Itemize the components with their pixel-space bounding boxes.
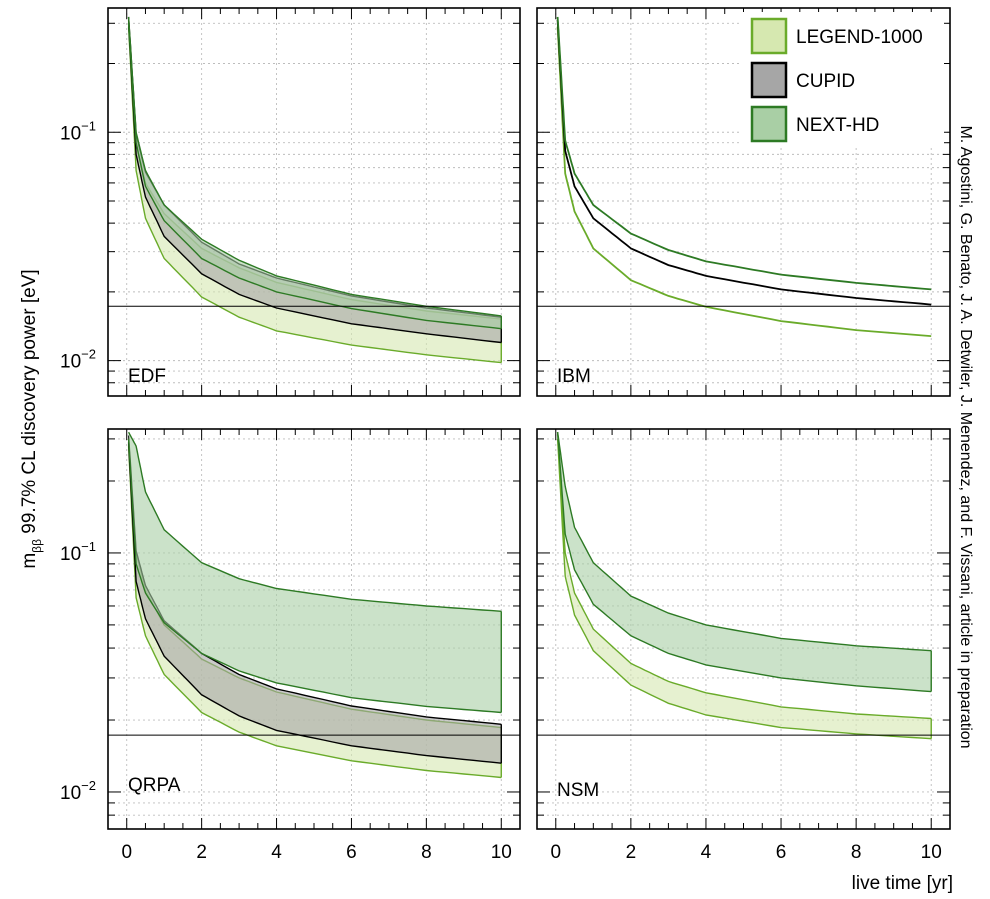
panel-label-ibm: IBM [557, 366, 591, 387]
line-next-hd [556, 16, 932, 291]
band-next-hd [557, 432, 932, 692]
credits-note: M. Agostini, G. Benato, J. A. Detwiler, … [957, 125, 974, 748]
panel-label-edf: EDF [128, 366, 166, 387]
panel-frame [536, 428, 951, 830]
x-tick-label: 4 [271, 842, 282, 863]
legend-swatch-legend-1000 [750, 17, 788, 55]
x-tick-label: 10 [921, 842, 942, 863]
band-next-hd [128, 432, 502, 713]
band-upper-next-hd [127, 16, 502, 317]
band-upper-next-hd [556, 432, 932, 652]
legend: LEGEND-1000 CUPID NEXT-HD [740, 12, 944, 146]
panel-label-nsm: NSM [557, 780, 599, 801]
x-axis-title: live time [yr] [852, 873, 953, 894]
x-tick-label: 0 [121, 842, 132, 863]
panel-qrpa: 10−1 10−2 0 2 4 6 8 10 QRPA [60, 428, 521, 863]
legend-swatch-next-hd [750, 105, 788, 143]
panel-edf: 10−1 10−2 EDF [60, 7, 521, 397]
band-upper-legend-1000 [556, 432, 932, 720]
band-lower-cupid [127, 442, 502, 764]
legend-label-legend-1000: LEGEND-1000 [796, 27, 923, 48]
band-lower-next-hd [127, 23, 502, 330]
legend-label-next-hd: NEXT-HD [796, 115, 879, 136]
y-tick-label: 10−2 [60, 347, 96, 373]
panel-nsm: 0 2 4 6 8 10 NSM [536, 428, 951, 863]
band-lower-cupid [127, 23, 502, 344]
line-legend-1000 [556, 26, 932, 337]
band-lower-legend-1000 [556, 438, 932, 740]
band-lower-next-hd [127, 438, 502, 714]
x-tick-label: 8 [421, 842, 432, 863]
legend-swatch-cupid [750, 61, 788, 99]
band-upper-next-hd [127, 431, 502, 612]
legend-label-cupid: CUPID [796, 71, 855, 92]
x-tick-label: 8 [851, 842, 862, 863]
panel-label-qrpa: QRPA [128, 775, 181, 796]
y-axis-title: mββ 99.7% CL discovery power [eV] [19, 269, 44, 568]
x-tick-label: 4 [701, 842, 712, 863]
x-tick-label: 6 [346, 842, 357, 863]
band-lower-legend-1000 [127, 26, 502, 364]
x-tick-label: 6 [776, 842, 787, 863]
y-tick-label: 10−1 [60, 539, 96, 565]
band-lower-legend-1000 [127, 446, 502, 779]
x-tick-label: 10 [491, 842, 512, 863]
y-tick-label: 10−2 [60, 778, 96, 804]
x-tick-label: 0 [550, 842, 561, 863]
x-tick-label: 2 [626, 842, 637, 863]
y-tick-label: 10−1 [60, 118, 96, 144]
band-cupid [128, 435, 502, 764]
x-tick-label: 2 [196, 842, 207, 863]
line-cupid [556, 19, 932, 306]
band-lower-next-hd [556, 432, 932, 693]
grid [537, 429, 950, 829]
